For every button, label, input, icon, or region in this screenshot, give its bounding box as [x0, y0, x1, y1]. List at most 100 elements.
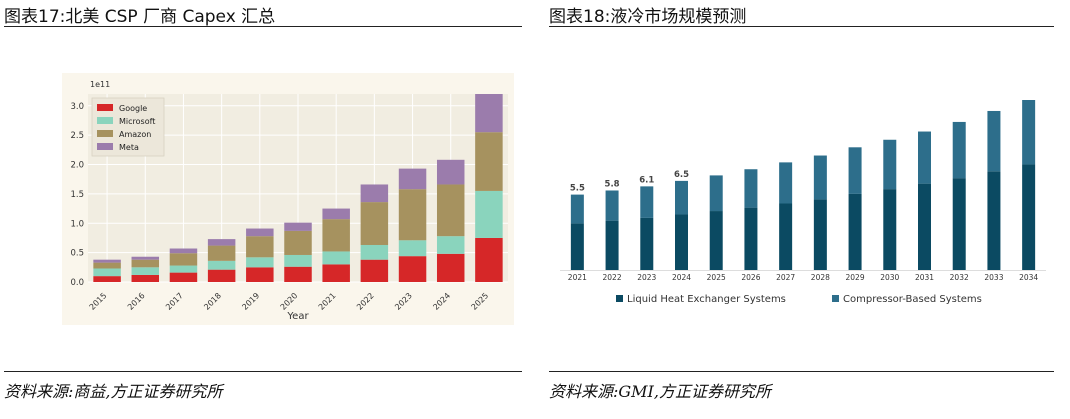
right-title-rule [549, 26, 1054, 27]
left-figure-title: 图表17:北美 CSP 厂商 Capex 汇总 [4, 7, 276, 27]
bar-compressor-based [605, 190, 619, 221]
liquid-cooling-market-chart: 5.5 2021 5.8 2022 6.1 2023 6.5 2024 2025 2026 2027… [560, 100, 1046, 305]
bar-liquid-heat-exchanger [918, 183, 931, 270]
bar-google [436, 253, 465, 282]
bar-amazon [360, 202, 389, 245]
bar-liquid-heat-exchanger [675, 214, 688, 270]
y-tick-label: 1.0 [70, 219, 84, 229]
bar-meta [93, 259, 121, 263]
x-tick-label: 2029 [846, 273, 865, 282]
legend-swatch-google [97, 104, 113, 111]
bar-amazon [475, 132, 503, 191]
bar-liquid-heat-exchanger [744, 207, 758, 270]
bar-microsoft [284, 254, 312, 267]
y-tick-label: 3.0 [70, 102, 84, 112]
data-label: 6.5 [674, 170, 689, 180]
right-source-note: 资料来源:GMI,方正证券研究所 [549, 382, 771, 401]
bar-compressor-based [640, 186, 654, 218]
bar-meta [284, 222, 312, 231]
x-tick-label: 2026 [741, 273, 760, 282]
x-tick-label: 2021 [568, 273, 587, 282]
bar-meta [398, 168, 427, 190]
bar-liquid-heat-exchanger [813, 199, 827, 270]
legend-label-google: Google [119, 104, 147, 113]
bar-liquid-heat-exchanger [987, 171, 1001, 270]
bar-amazon [436, 184, 465, 237]
legend-swatch-meta [97, 143, 113, 150]
legend-swatch-microsoft [97, 117, 113, 124]
bar-liquid-heat-exchanger [883, 189, 897, 270]
x-tick-label: 2028 [811, 273, 830, 282]
bar-google [398, 256, 427, 282]
bar-amazon [131, 259, 160, 268]
bar-microsoft [398, 240, 427, 257]
bar-google [169, 272, 198, 282]
bar-google [360, 259, 389, 282]
legend-label: Liquid Heat Exchanger Systems [627, 294, 786, 305]
data-label: 5.5 [570, 184, 585, 194]
x-tick-label: 2024 [672, 273, 691, 282]
bar-compressor-based [744, 169, 758, 208]
bar-amazon [207, 245, 236, 261]
bar-google [93, 276, 121, 282]
bar-amazon [398, 189, 427, 241]
bar-compressor-based [918, 131, 931, 184]
bar-amazon [246, 236, 274, 258]
bar-compressor-based [709, 175, 723, 212]
bar-liquid-heat-exchanger [605, 220, 619, 270]
bar-google [131, 274, 160, 282]
bar-meta [246, 228, 274, 237]
y-offset-label: 1e11 [90, 80, 110, 89]
bar-liquid-heat-exchanger [779, 203, 793, 270]
bar-microsoft [475, 190, 503, 238]
x-tick-label: 2031 [915, 273, 934, 282]
bar-meta [475, 94, 503, 133]
legend: Liquid Heat Exchanger Systems Compressor-… [616, 294, 982, 305]
x-tick-label: 2022 [603, 273, 622, 282]
legend-swatch [616, 295, 623, 302]
x-tick-label: 2030 [880, 273, 899, 282]
bar-meta [131, 256, 160, 260]
bar-microsoft [131, 267, 160, 275]
bar-amazon [322, 219, 350, 252]
left-title-rule [4, 26, 522, 27]
x-axis-label: Year [286, 311, 309, 322]
x-tick-label: 2023 [637, 273, 656, 282]
x-tick-label: 2034 [1019, 273, 1038, 282]
bar-google [246, 267, 274, 282]
bar-amazon [284, 230, 312, 255]
bar-compressor-based [675, 180, 688, 215]
bar-compressor-based [570, 194, 584, 224]
legend-label-microsoft: Microsoft [119, 117, 155, 126]
bar-compressor-based [987, 110, 1001, 172]
legend-swatch-amazon [97, 130, 113, 137]
left-source-note: 资料来源:商益,方正证券研究所 [4, 382, 223, 401]
left-source-rule [4, 371, 522, 372]
legend-label-amazon: Amazon [119, 130, 151, 139]
x-tick-label: 2027 [776, 273, 795, 282]
bar-meta [169, 248, 198, 254]
bar-microsoft [169, 265, 198, 273]
bar-meta [360, 184, 389, 203]
legend: Google Microsoft Amazon Meta [91, 97, 165, 157]
right-source-rule [549, 371, 1054, 372]
y-tick-label: 0.5 [70, 249, 84, 259]
bar-meta [322, 208, 350, 220]
bar-liquid-heat-exchanger [570, 223, 584, 270]
x-tick-label: 2033 [984, 273, 1003, 282]
bar-liquid-heat-exchanger [709, 211, 723, 270]
y-tick-label: 0.0 [70, 278, 84, 288]
bar-liquid-heat-exchanger [1022, 164, 1036, 270]
legend-label-meta: Meta [119, 143, 139, 152]
bar-google [207, 269, 236, 282]
data-label: 5.8 [605, 179, 620, 189]
bar-compressor-based [883, 139, 897, 190]
bar-compressor-based [848, 147, 862, 194]
y-tick-label: 2.5 [70, 131, 84, 141]
x-tick-label: 2032 [950, 273, 969, 282]
bar-compressor-based [779, 162, 793, 204]
legend-label: Compressor-Based Systems [843, 294, 982, 305]
bar-amazon [93, 262, 121, 269]
bar-compressor-based [813, 155, 827, 200]
